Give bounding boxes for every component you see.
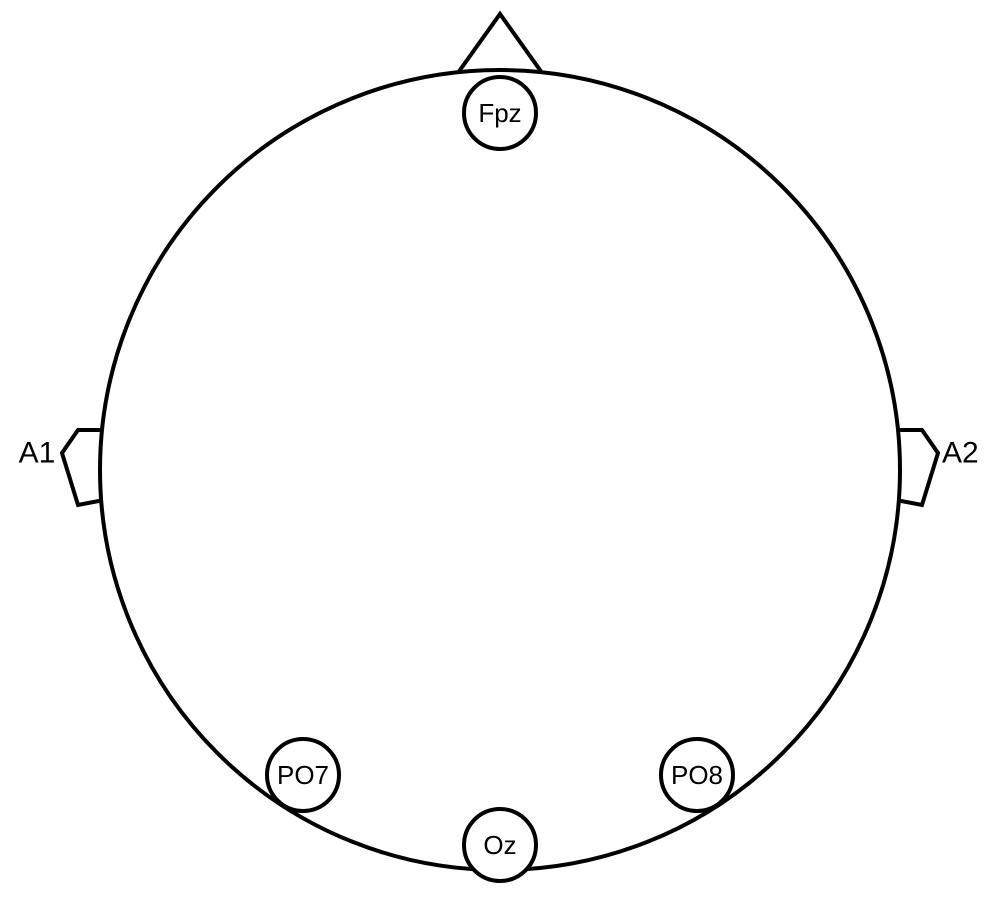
electrode-label: Fpz xyxy=(478,98,521,128)
head-outline xyxy=(100,70,900,870)
electrode-label: PO8 xyxy=(671,760,723,790)
electrode-label: PO7 xyxy=(277,760,329,790)
eeg-head-diagram: Fpz PO7 PO8 Oz A1 A2 xyxy=(0,0,1000,916)
right-ear-marker xyxy=(896,430,938,505)
nose-marker xyxy=(455,14,545,77)
electrode-po7: PO7 xyxy=(267,739,339,811)
left-ear-label: A1 xyxy=(19,437,56,470)
electrode-po8: PO8 xyxy=(661,739,733,811)
electrode-label: Oz xyxy=(483,830,516,860)
electrode-fpz: Fpz xyxy=(464,77,536,149)
right-ear-label: A2 xyxy=(942,437,979,470)
left-ear-marker xyxy=(62,430,104,505)
electrode-oz: Oz xyxy=(464,809,536,881)
